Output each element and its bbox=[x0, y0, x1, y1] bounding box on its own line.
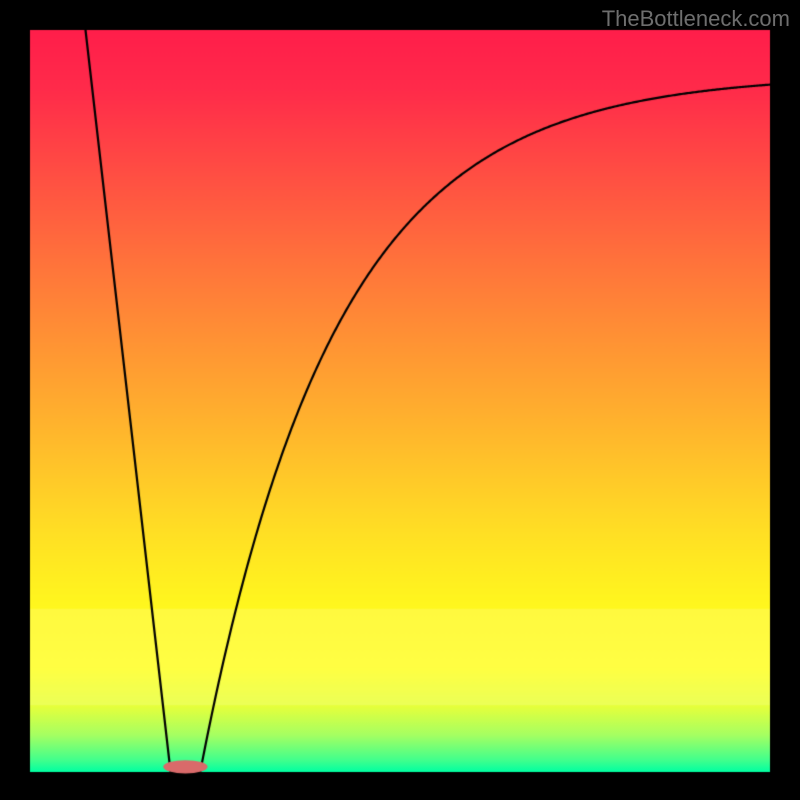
watermark-text: TheBottleneck.com bbox=[602, 6, 790, 32]
chart-container: TheBottleneck.com bbox=[0, 0, 800, 800]
bottleneck-curve-chart bbox=[0, 0, 800, 800]
